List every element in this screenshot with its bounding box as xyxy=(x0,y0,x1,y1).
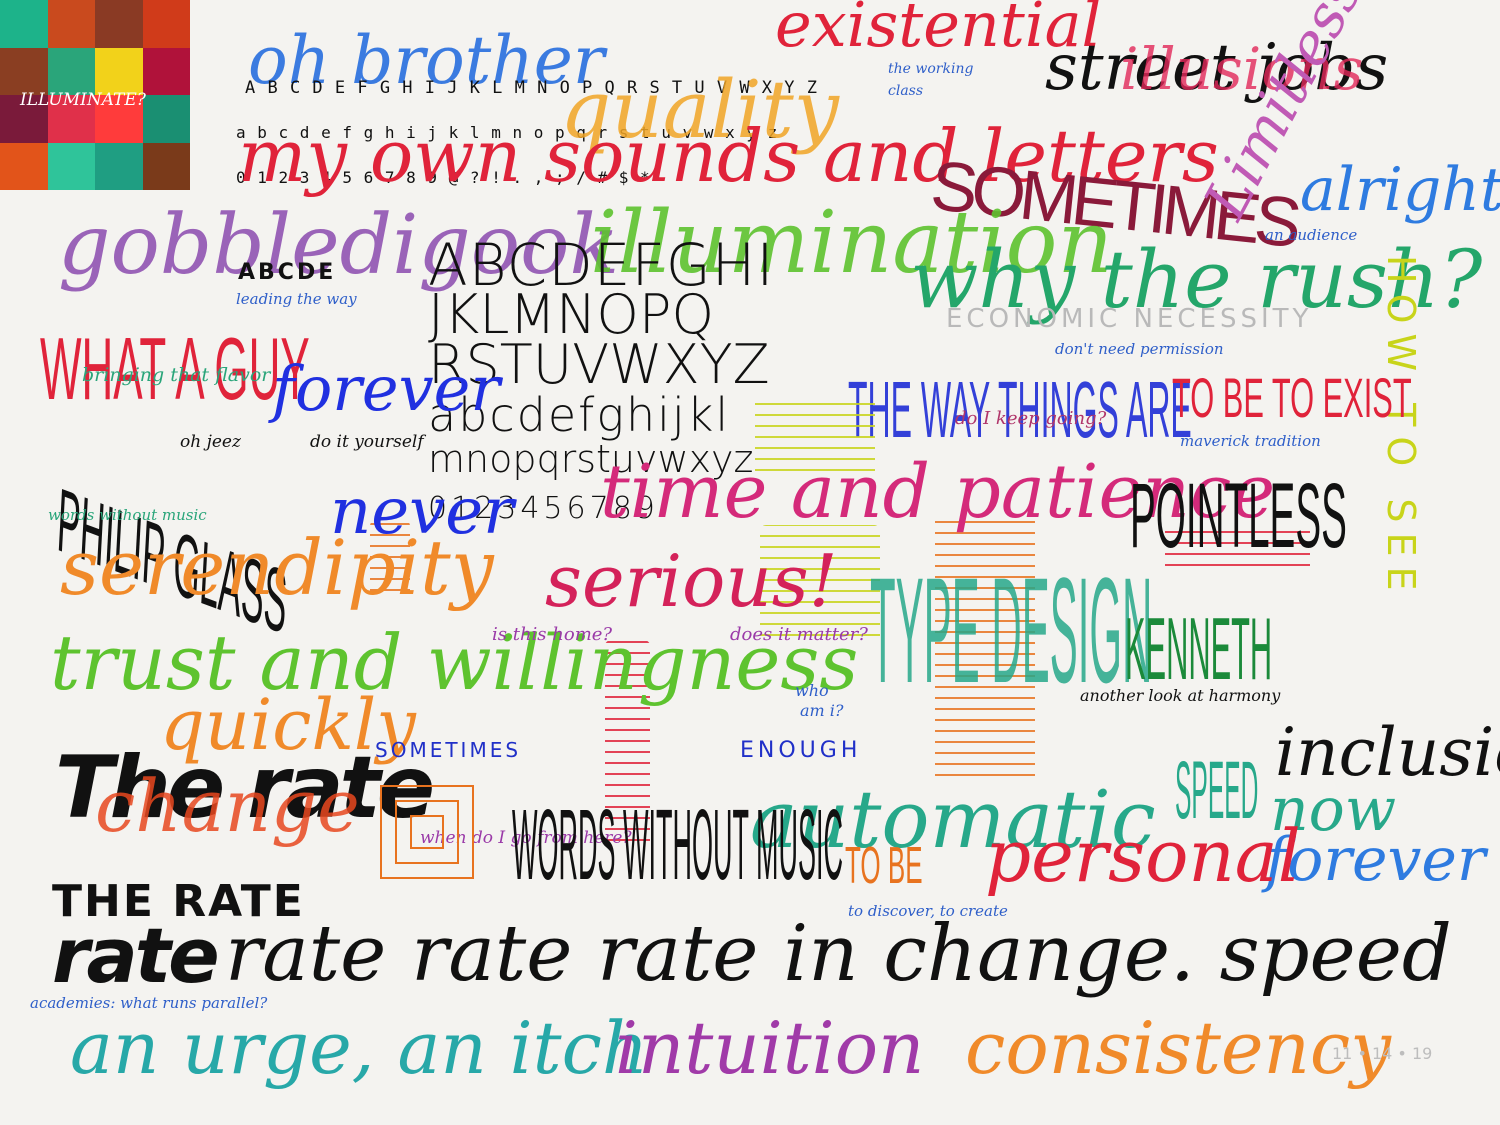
word-forever-right: forever xyxy=(1265,825,1486,895)
word-the-working: the working xyxy=(888,61,974,77)
word-am-i: am i? xyxy=(800,701,844,720)
palette-swatch xyxy=(142,142,190,190)
word-class: class xyxy=(888,83,924,99)
big-upper-line2: JKLMNOPQ xyxy=(428,283,714,346)
word-academies: academies: what runs parallel? xyxy=(30,994,268,1012)
palette-swatch xyxy=(47,47,95,95)
palette-swatch xyxy=(142,47,190,95)
word-rate-line: rate rate rate in change. speed xyxy=(225,909,1452,999)
hatch-orange-block xyxy=(935,515,1035,785)
word-does-it-matter: does it matter? xyxy=(730,624,868,645)
word-oh-brother: oh brother xyxy=(248,22,605,99)
word-change: change xyxy=(95,764,360,848)
word-to-be-to-exist: TO BE TO EXIST xyxy=(1172,366,1412,429)
word-forever-blue: forever xyxy=(272,352,500,425)
word-consistency: consistency xyxy=(965,1006,1391,1090)
word-now: now xyxy=(1270,775,1397,845)
big-numbers: 0123456789 xyxy=(428,491,659,526)
palette-swatch xyxy=(47,95,95,143)
lower-alphabet: a b c d e f g h i j k l m n o p q r s t … xyxy=(236,123,779,142)
word-my-own-sounds: my own sounds and letters xyxy=(238,114,1219,198)
word-trust-and-willingness: trust and willingness xyxy=(50,618,859,707)
word-words-without-music-small: words without music xyxy=(48,506,207,524)
palette-swatch xyxy=(0,142,48,190)
word-why-the-rush: why the rush? xyxy=(910,233,1483,326)
word-illusions: illusions xyxy=(1120,35,1364,103)
word-speed-vertical: SPEED xyxy=(1175,745,1259,836)
palette-swatch xyxy=(0,0,48,48)
word-illumination: illumination xyxy=(590,193,1113,293)
word-the-rate-caps: THE RATE xyxy=(52,876,305,927)
hatch-red-block xyxy=(1165,525,1310,575)
date-stamp: 11 • 14 • 19 xyxy=(1332,1044,1433,1063)
square-ornament-3 xyxy=(410,815,444,849)
word-maverick-tradition: maverick tradition xyxy=(1180,432,1321,450)
word-words-without-music: WORDS WITHOUT MUSIC xyxy=(512,789,843,901)
word-to-discover: to discover, to create xyxy=(848,902,1008,920)
big-lower-line2: mnopqrstuvwxyz xyxy=(428,437,754,481)
word-do-i-keep-going: do I keep going? xyxy=(955,408,1107,429)
palette-label: ILLUMINATE? xyxy=(20,90,146,110)
word-way-things-are: THE WAY THINGS ARE xyxy=(848,365,1192,454)
word-gobbledigook: gobbledigook xyxy=(58,198,620,293)
word-inclusion: inclusio xyxy=(1275,714,1500,791)
word-personal: personal xyxy=(985,814,1301,898)
palette-swatch xyxy=(95,142,143,190)
word-serious: serious! xyxy=(545,539,838,623)
palette-swatch xyxy=(47,142,95,190)
word-never: never xyxy=(330,475,514,549)
palette-swatch xyxy=(0,95,48,143)
word-time-and-patience: time and patience xyxy=(600,449,1276,535)
word-serendipity: serendipity xyxy=(60,523,494,612)
word-another-look: another look at harmony xyxy=(1080,686,1281,705)
word-pointless: POINTLESS xyxy=(1130,465,1347,567)
word-an-audience: an audience xyxy=(1265,226,1358,244)
palette-swatch xyxy=(142,95,190,143)
word-street-jobs: street jobs xyxy=(1045,31,1389,105)
palette-swatch xyxy=(47,0,95,48)
word-sometimes-blue: SOMETIMES xyxy=(375,738,522,762)
word-do-it-yourself: do it yourself xyxy=(310,432,424,452)
hatch-orange-small xyxy=(370,520,410,600)
big-upper-line1: ABCDEFGHI xyxy=(428,231,775,299)
palette-swatch xyxy=(142,0,190,48)
upper-alphabet: A B C D E F G H I J K L M N O P Q R S T … xyxy=(245,78,818,98)
palette-swatch xyxy=(0,47,48,95)
word-alright: alright xyxy=(1300,155,1500,225)
word-bringing-flavor: bringing that flavor xyxy=(82,364,271,386)
word-kenneth: KENNETH xyxy=(1125,599,1273,698)
word-oh-jeez: oh jeez xyxy=(180,432,241,452)
word-type-design: TYPE DESIGN xyxy=(870,546,1153,714)
word-dont-need-permission: don't need permission xyxy=(1055,340,1224,358)
palette-swatch xyxy=(95,95,143,143)
word-an-urge: an urge, an itch xyxy=(70,1006,649,1090)
square-ornament-1 xyxy=(380,785,474,879)
square-ornament-2 xyxy=(395,800,459,864)
word-intuition: intuition xyxy=(615,1006,925,1090)
word-is-this-home: is this home? xyxy=(492,624,613,645)
word-enough: ENOUGH xyxy=(740,738,862,763)
word-abcde: ABCDE xyxy=(238,260,337,285)
word-economic-necessity: ECONOMIC NECESSITY xyxy=(946,304,1313,334)
hatch-red-vertical xyxy=(605,640,650,850)
color-palette xyxy=(0,0,190,190)
hatch-yellow-block xyxy=(755,395,875,480)
word-who: who xyxy=(795,681,829,700)
word-leading-the-way: leading the way xyxy=(236,290,357,308)
word-to-be: TO BE xyxy=(845,837,923,895)
word-quickly: quickly xyxy=(160,684,416,766)
word-the-rate-bold: The rate xyxy=(55,738,435,838)
palette-swatch xyxy=(95,47,143,95)
word-what-a-guy: WHAT A GUY xyxy=(40,319,310,418)
word-rate-bold: rate xyxy=(52,911,220,1000)
word-quality: quality xyxy=(560,63,839,156)
numbers-symbols: 0 1 2 3 4 5 6 7 8 9 @ ? ! . , ; / # $ * xyxy=(236,168,651,187)
word-existential: existential xyxy=(775,0,1102,61)
word-automatic: automatic xyxy=(750,773,1156,866)
big-upper-line3: RSTUVWXYZ xyxy=(428,333,770,396)
big-lower-line1: abcdefghijkl xyxy=(428,388,731,442)
palette-swatch xyxy=(95,0,143,48)
hatch-yellow-block-2 xyxy=(760,525,880,645)
